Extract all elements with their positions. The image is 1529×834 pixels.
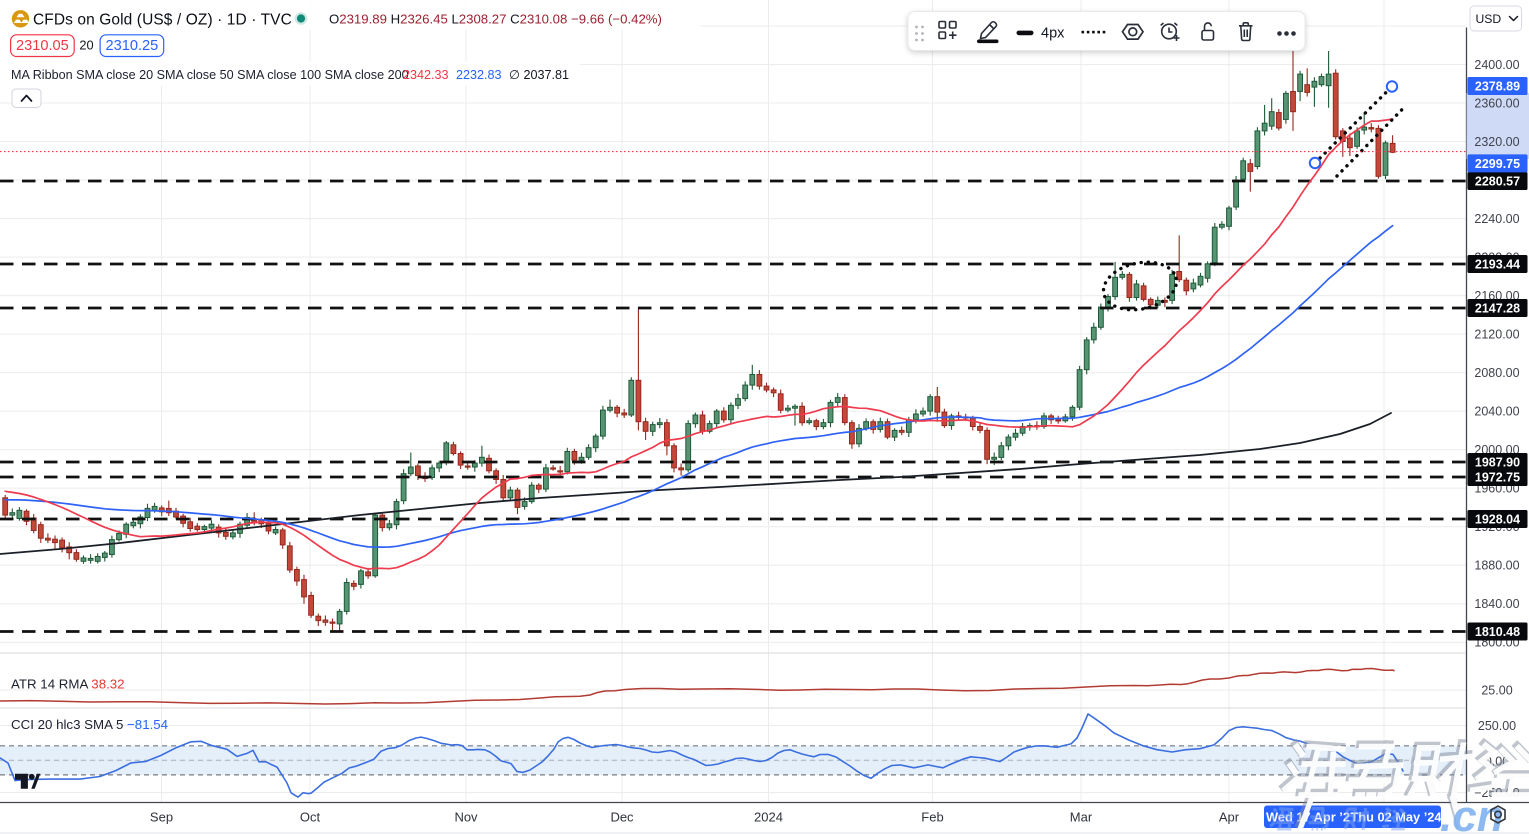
svg-text:2299.75: 2299.75 (1475, 157, 1520, 171)
svg-text:2040.00: 2040.00 (1474, 404, 1519, 418)
svg-text:Apr: Apr (1219, 810, 1240, 825)
svg-text:Sep: Sep (150, 810, 173, 825)
svg-text:Nov: Nov (454, 810, 478, 825)
svg-text:1972.75: 1972.75 (1475, 470, 1520, 484)
svg-text:2310.25: 2310.25 (106, 38, 159, 54)
svg-text:2378.89: 2378.89 (1475, 79, 1520, 93)
svg-text:2400.00: 2400.00 (1474, 58, 1519, 72)
svg-text:2310.05: 2310.05 (16, 38, 69, 54)
svg-text:1880.00: 1880.00 (1474, 558, 1519, 572)
svg-text:Feb: Feb (921, 810, 943, 825)
svg-text:2232.83: 2232.83 (456, 68, 502, 82)
svg-text:USD: USD (1476, 12, 1502, 26)
svg-text:MA Ribbon SMA close 20 SMA clo: MA Ribbon SMA close 20 SMA close 50 SMA … (11, 68, 409, 82)
svg-text:2342.33: 2342.33 (403, 68, 449, 82)
svg-text:2240.00: 2240.00 (1474, 212, 1519, 226)
svg-text:2120.00: 2120.00 (1474, 327, 1519, 341)
svg-text:1987.90: 1987.90 (1475, 455, 1520, 469)
svg-text:2080.00: 2080.00 (1474, 366, 1519, 380)
svg-text:2024: 2024 (754, 810, 783, 825)
svg-text:∅ 2037.81: ∅ 2037.81 (509, 68, 569, 82)
svg-text:250.00: 250.00 (1478, 719, 1516, 733)
svg-text:CFDs on Gold (US$ / OZ) · 1D ·: CFDs on Gold (US$ / OZ) · 1D · TVC (33, 11, 292, 28)
svg-text:O2319.89 H2326.45 L2308.27 C23: O2319.89 H2326.45 L2308.27 C2310.08 −9.6… (329, 12, 662, 27)
svg-text:Oct: Oct (300, 810, 321, 825)
svg-text:1840.00: 1840.00 (1474, 597, 1519, 611)
svg-text:1928.04: 1928.04 (1475, 512, 1520, 526)
svg-text:Dec: Dec (610, 810, 634, 825)
svg-text:2320.00: 2320.00 (1474, 135, 1519, 149)
svg-text:2280.57: 2280.57 (1475, 174, 1520, 188)
svg-text:ATR 14 RMA 38.32: ATR 14 RMA 38.32 (11, 677, 125, 692)
svg-text:2360.00: 2360.00 (1474, 96, 1519, 110)
svg-text:.cn: .cn (1440, 792, 1504, 834)
svg-text:20: 20 (79, 38, 93, 53)
svg-text:25.00: 25.00 (1481, 683, 1512, 697)
svg-text:4px: 4px (1041, 26, 1065, 42)
svg-text:1810.48: 1810.48 (1475, 625, 1520, 639)
svg-text:Mar: Mar (1070, 810, 1093, 825)
svg-text:2147.28: 2147.28 (1475, 301, 1520, 315)
svg-text:2193.44: 2193.44 (1475, 257, 1520, 271)
svg-text:CCI 20 hlc3 SMA 5 −81.54: CCI 20 hlc3 SMA 5 −81.54 (11, 717, 168, 732)
